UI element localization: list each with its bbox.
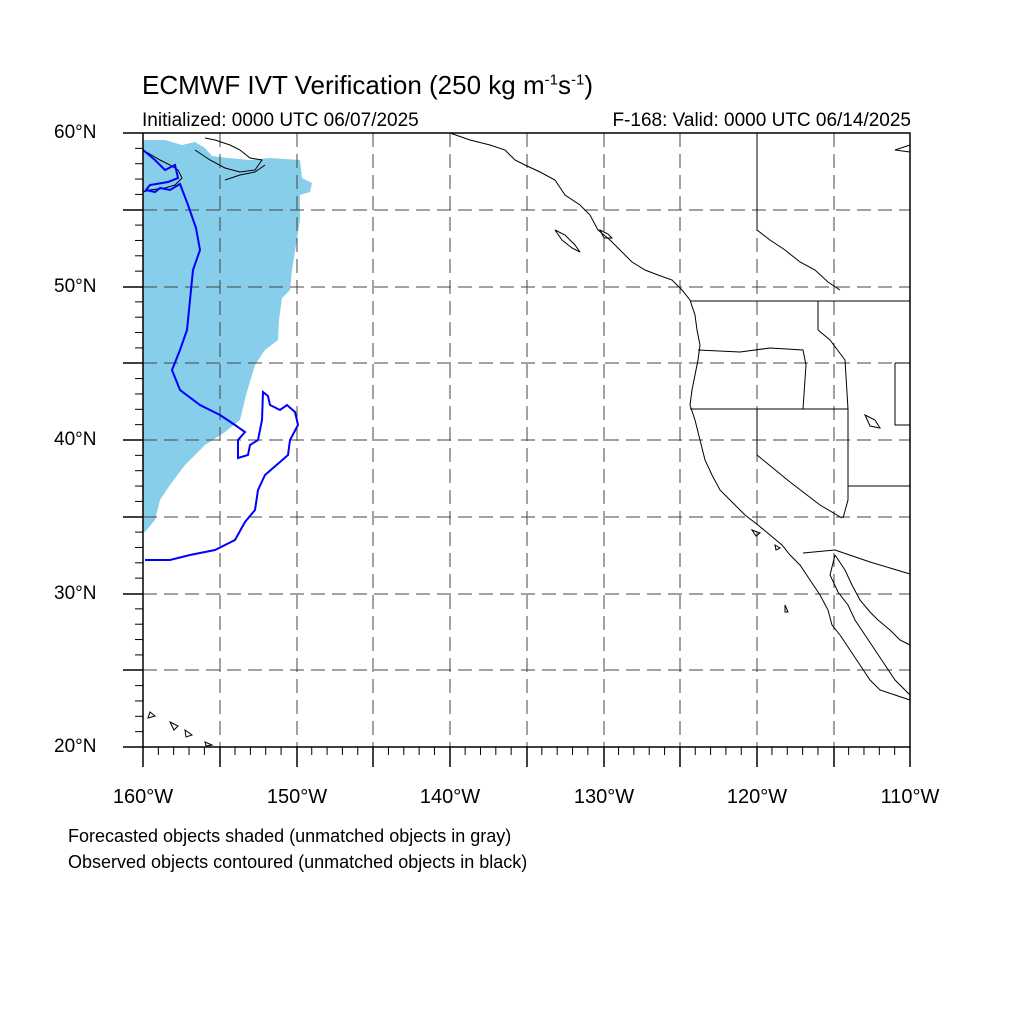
- title-main: ECMWF IVT Verification (250 kg m: [142, 70, 545, 100]
- initialized-label: Initialized: 0000 UTC 06/07/2025: [142, 110, 419, 131]
- lat-label-30n: 30°N: [54, 583, 97, 604]
- note-observed: Observed objects contoured (unmatched ob…: [68, 852, 528, 872]
- lon-label-140w: 140°W: [419, 786, 481, 808]
- state-boundaries: [690, 300, 911, 575]
- forecast-ivt-object: [143, 140, 312, 532]
- minor-ticks: [135, 147, 896, 755]
- lon-label-150w: 150°W: [266, 786, 328, 808]
- note-forecast: Forecasted objects shaded (unmatched obj…: [68, 826, 512, 846]
- coastlines: [142, 132, 911, 747]
- lat-label-20n: 20°N: [54, 736, 97, 757]
- observed-ivt-contour: [142, 149, 300, 561]
- axis-ticks: [123, 132, 911, 767]
- lon-label-130w: 130°W: [573, 786, 635, 808]
- lon-label-110w: 110°W: [880, 786, 940, 808]
- lat-label-60n: 60°N: [54, 122, 97, 143]
- graticule: [143, 133, 910, 747]
- title-exp1: -1: [544, 71, 558, 89]
- title-end: ): [584, 70, 593, 100]
- lon-label-120w: 120°W: [726, 786, 788, 808]
- lon-label-160w: 160°W: [112, 786, 174, 808]
- valid-time-label: F-168: Valid: 0000 UTC 06/14/2025: [612, 110, 911, 131]
- title-exp2: -1: [570, 71, 585, 89]
- title-mid: s: [557, 70, 571, 100]
- lat-label-40n: 40°N: [54, 429, 97, 450]
- figure-title: ECMWF IVT Verification (250 kg m-1s-1): [142, 70, 593, 101]
- lat-label-50n: 50°N: [54, 276, 97, 297]
